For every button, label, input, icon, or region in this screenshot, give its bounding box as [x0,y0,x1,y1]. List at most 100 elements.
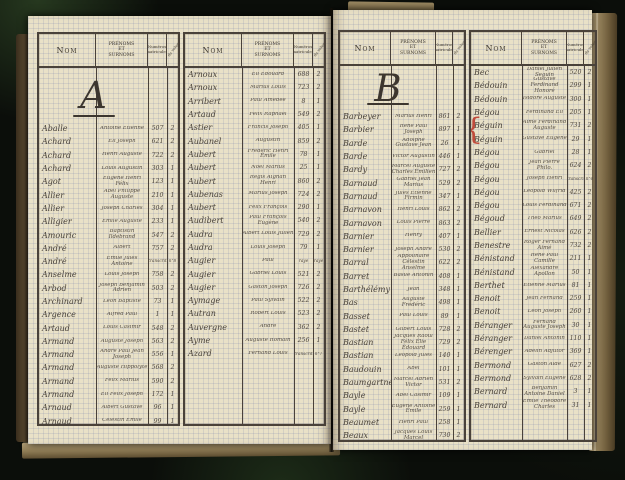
table-row: Bégoud Théo Marius 649 2 [471,212,595,225]
header-nom: Nom [471,32,522,64]
nom-text: Berthet [474,280,505,290]
cell-nom: Bermond [471,374,522,383]
cell-numero: 621 [151,138,164,146]
page-right: NomPrénoms et SurnomsNuméros matriculesN… [333,10,597,450]
cell-nom-text: Allier [42,191,64,200]
cell-numero: 861 [438,113,451,121]
column-rule [391,66,392,440]
cell-volume: 1 [587,268,592,276]
nom-text: André [42,257,67,267]
cell-numero: 507 [151,125,164,133]
table-row: Bastian Léopold Jules 140 1 [340,349,464,362]
nom-text: Basset [343,311,370,321]
cell-prenoms: Henri Louis [397,206,430,212]
cell-volume: 1 [456,405,461,413]
cell-prenoms: Jean Fernand [526,295,563,301]
table-row: Aubert Frédéric Henri Émile 78 1 [185,148,324,161]
cell-prenoms: Francis Joseph [247,125,289,130]
cell-prenoms: Basile Antonin [393,273,434,279]
cell-volume: 1 [316,244,321,251]
cell-nom-text: Agot [42,177,61,186]
cell-numero: 81 [571,281,580,289]
cell-nom: Berthet [471,281,522,290]
table-row: Beaumet Henri Paul 258 1 [340,416,464,429]
cell-nom: Autran [185,309,242,318]
nom-text: Beaumet [343,417,380,427]
cell-volume: 2 [587,374,592,382]
cell-numero: 726 [297,283,310,291]
cell-prenoms: Léon Baptiste [103,298,141,304]
cell-volume: 1 [316,204,321,212]
cell-prenoms: Daniel Antonin [524,335,565,341]
cell-prenoms: Émile Jules Antoine [106,255,138,267]
table-row: Bastet Gilbert Louis 728 2 [340,323,464,336]
table-row: Basset Paul Louis 89 1 [340,309,464,322]
nom-text: Bastet [343,324,369,334]
cell-volume: 2 [456,179,461,187]
cell-nom-text: Aballe [42,124,68,133]
cell-nom: André [39,244,96,253]
cell-nom: Bernard [471,401,522,410]
header-nom: Nom [39,34,96,66]
cell-nom-text: Beaumet [343,418,379,427]
cell-volume: 1 [587,135,592,143]
cell-volume: 2 [170,324,175,332]
nom-text: Audra [188,243,213,252]
table-row: Bégou Louis Ferdinand 671 2 [471,199,595,212]
cell-nom-red-underlined: Bégoud [474,214,505,224]
cell-nom-text: Augier [188,270,215,279]
cell-nom: Beaumet [340,418,391,427]
cell-numero: 258 [438,418,451,426]
cell-nom-red-underlined: Bégou [474,161,500,171]
cell-nom: Barnaud [340,179,391,188]
cell-nom-text: Bayle [343,405,365,414]
cell-nom-text: Aubenas [188,190,223,199]
nom-text: Benoit [474,307,501,317]
table-row: Bégou Joseph Henri transcrit n°4 [471,172,595,185]
cell-nom-text: Barnier [343,245,374,254]
cell-prenoms: Louis Joseph [104,272,140,278]
cell-nom: Achard [39,164,96,173]
cell-nom: Aubert [185,163,242,172]
cell-nom: Barnier [340,232,391,241]
table-row: Audibert Paul François Eugène 540 2 [185,214,324,227]
cell-nom: Armand [39,390,96,399]
table-body: Bec Daniel Julien Seguin 520 2 Bédouin Gustav… [471,66,595,440]
cell-numero: 425 [569,188,582,196]
cell-numero: 3 [573,388,578,396]
cell-nom-text: Aubert [188,177,216,186]
cell-prenoms: Félix Marius [104,378,140,384]
cell-volume: 1 [456,352,461,360]
cell-prenoms: Isidore Auguste [522,96,567,102]
cell-nom-text: Aubert [188,150,216,159]
nom-text: Béguin [474,134,503,144]
table-row: Archinard Léon Baptiste 73 1 [39,295,178,308]
cell-nom-text: Arnoux [188,83,217,92]
cell-numero: transcrit [294,351,313,356]
header-nom: Nom [340,32,391,64]
cell-prenoms: Abel Philippe Auguste [103,189,141,201]
cell-nom: Alligier [39,217,96,226]
nom-text: Artaud [42,323,70,333]
cell-prenoms: Roger Fernand Aimé [523,239,566,251]
cell-volume: 1 [587,295,592,303]
table-row: Aubert Félix François 290 1 [185,201,324,214]
column-group: NomPrénoms et SurnomsNuméros matriculesN… [338,30,466,442]
cell-nom-text: Bastian [343,351,373,360]
cell-numero: 446 [438,153,451,161]
table-row: Barnavon Henri Louis 862 2 [340,203,464,216]
nom-text: Barnaud [343,178,378,188]
cell-volume: 1 [587,388,592,396]
cell-prenoms: Eugène Henri Félix [102,176,142,187]
cell-nom-text: Bernard [474,387,507,396]
cell-nom-text: Aubanel [188,137,221,146]
cell-prenoms: Joseph Henri [526,176,563,182]
header-prenoms: Prénoms et Surnoms [522,32,567,64]
cell-nom: Benoit [471,307,522,316]
cell-nom-text: Barbeyer [343,112,380,121]
section-letter: B [340,66,436,110]
cell-nom-text: Autran [188,309,216,318]
cell-numero: 303 [151,165,164,173]
table-row: Alligier Émile Auguste 233 1 [39,215,178,228]
cell-numero: 1 [155,311,160,319]
